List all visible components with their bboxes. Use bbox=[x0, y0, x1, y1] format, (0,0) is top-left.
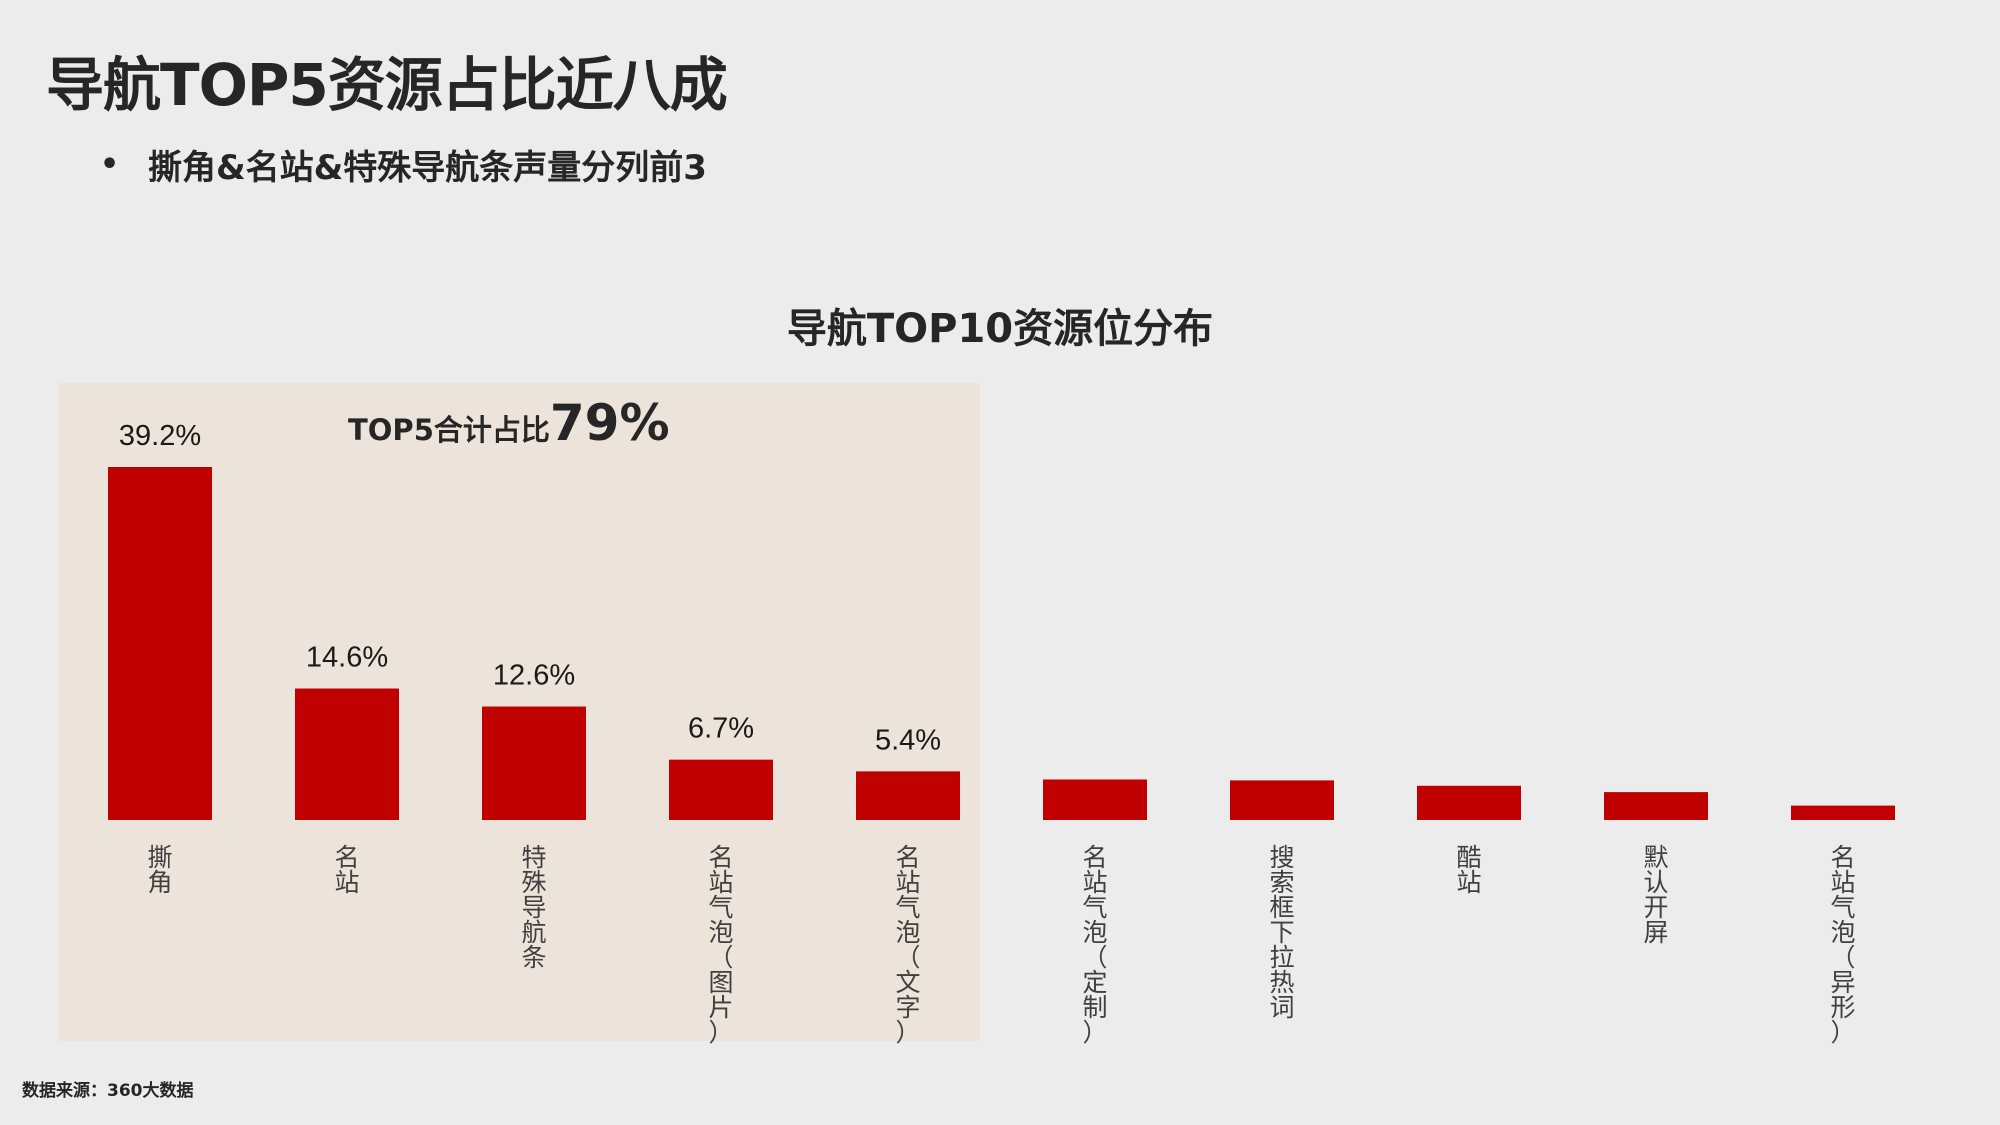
category-label-6: 名站气泡（定制） bbox=[1082, 843, 1107, 1047]
category-label-7: 搜索框下拉热词 bbox=[1269, 843, 1294, 1022]
category-char: （ bbox=[1830, 943, 1855, 972]
category-char: 名 bbox=[1830, 843, 1855, 872]
category-char: 殊 bbox=[521, 868, 546, 897]
bar-3 bbox=[482, 706, 586, 820]
category-label-4: 名站气泡（图片） bbox=[708, 843, 733, 1047]
category-char: 气 bbox=[1830, 893, 1855, 922]
category-char: 角 bbox=[147, 868, 172, 897]
category-char: 气 bbox=[1082, 893, 1107, 922]
category-char: 条 bbox=[521, 943, 546, 972]
category-label-5: 名站气泡（文字） bbox=[895, 843, 920, 1047]
category-char: 异 bbox=[1830, 968, 1855, 997]
data-label-3: 12.6% bbox=[493, 660, 575, 692]
category-char: 片 bbox=[708, 993, 733, 1022]
data-label-4: 6.7% bbox=[688, 713, 754, 745]
category-char: 站 bbox=[895, 868, 920, 897]
bar-2 bbox=[295, 688, 399, 820]
category-char: ） bbox=[1082, 1018, 1107, 1047]
category-char: 撕 bbox=[147, 843, 172, 872]
page-title: 导航TOP5资源占比近八成 bbox=[46, 51, 728, 119]
category-char: 气 bbox=[895, 893, 920, 922]
category-char: 气 bbox=[708, 893, 733, 922]
category-char: 站 bbox=[1830, 868, 1855, 897]
category-char: 名 bbox=[334, 843, 359, 872]
category-char: 站 bbox=[1082, 868, 1107, 897]
category-char: 泡 bbox=[895, 918, 920, 947]
top5-total-prefix: TOP5合计占比 bbox=[348, 413, 550, 447]
chart-title-text: 导航TOP10资源位分布 bbox=[786, 306, 1214, 352]
data-label-1: 39.2% bbox=[119, 420, 201, 452]
bar-8 bbox=[1417, 785, 1521, 820]
category-char: （ bbox=[708, 943, 733, 972]
chart-title: 导航TOP10资源位分布 bbox=[0, 296, 2000, 354]
bullet-dot-icon: • bbox=[100, 147, 120, 182]
category-char: 导 bbox=[521, 893, 546, 922]
category-char: 名 bbox=[1082, 843, 1107, 872]
category-char: 泡 bbox=[708, 918, 733, 947]
category-char: 定 bbox=[1082, 968, 1107, 997]
category-char: 开 bbox=[1643, 893, 1668, 922]
category-label-1: 撕角 bbox=[147, 843, 172, 897]
category-char: 框 bbox=[1269, 893, 1294, 922]
bar-6 bbox=[1043, 779, 1147, 820]
top5-total-value: 79% bbox=[550, 394, 670, 452]
bar-4 bbox=[669, 759, 773, 820]
category-label-10: 名站气泡（异形） bbox=[1830, 843, 1855, 1047]
category-char: （ bbox=[1082, 943, 1107, 972]
category-char: （ bbox=[895, 943, 920, 972]
category-char: 酷 bbox=[1456, 843, 1481, 872]
category-char: 下 bbox=[1269, 918, 1294, 947]
category-char: 索 bbox=[1269, 868, 1294, 897]
bar-10 bbox=[1791, 805, 1895, 820]
top5-total-label: TOP5合计占比79% bbox=[348, 394, 670, 452]
category-char: 泡 bbox=[1082, 918, 1107, 947]
category-char: 名 bbox=[895, 843, 920, 872]
category-char: 默 bbox=[1643, 843, 1668, 872]
bullet-point: • 撕角&名站&特殊导航条声量分列前3 bbox=[100, 140, 707, 189]
data-source-note: 数据来源：360大数据 bbox=[22, 1081, 194, 1101]
category-char: 热 bbox=[1269, 968, 1294, 997]
category-label-8: 酷站 bbox=[1456, 843, 1481, 897]
category-label-2: 名站 bbox=[334, 843, 359, 897]
category-char: ） bbox=[708, 1018, 733, 1047]
category-char: 认 bbox=[1643, 868, 1668, 897]
category-char: 站 bbox=[1456, 868, 1481, 897]
category-char: 字 bbox=[895, 993, 920, 1022]
category-label-3: 特殊导航条 bbox=[521, 843, 546, 972]
category-char: 拉 bbox=[1269, 943, 1294, 972]
category-char: 形 bbox=[1830, 993, 1855, 1022]
category-label-9: 默认开屏 bbox=[1643, 843, 1668, 947]
category-char: ） bbox=[1830, 1018, 1855, 1047]
bar-7 bbox=[1230, 780, 1334, 820]
category-char: 屏 bbox=[1643, 918, 1668, 947]
category-char: 图 bbox=[708, 968, 733, 997]
data-label-5: 5.4% bbox=[875, 724, 941, 756]
category-char: 制 bbox=[1082, 993, 1107, 1022]
category-char: 站 bbox=[334, 868, 359, 897]
category-char: ） bbox=[895, 1018, 920, 1047]
bar-1 bbox=[108, 467, 212, 820]
bar-9 bbox=[1604, 792, 1708, 820]
bar-5 bbox=[856, 771, 960, 820]
category-char: 特 bbox=[521, 843, 546, 872]
category-char: 泡 bbox=[1830, 918, 1855, 947]
category-char: 航 bbox=[521, 918, 546, 947]
category-char: 站 bbox=[708, 868, 733, 897]
bullet-text: 撕角&名站&特殊导航条声量分列前3 bbox=[148, 148, 707, 188]
category-char: 词 bbox=[1269, 993, 1294, 1022]
category-char: 名 bbox=[708, 843, 733, 872]
data-label-2: 14.6% bbox=[306, 642, 388, 674]
category-char: 搜 bbox=[1269, 843, 1294, 872]
category-char: 文 bbox=[895, 968, 920, 997]
